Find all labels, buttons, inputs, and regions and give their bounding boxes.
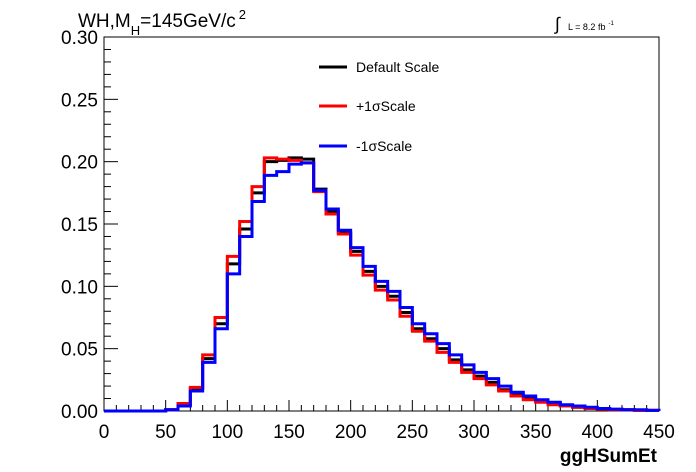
y-tick-label: 0.10: [61, 277, 98, 298]
chart-title: WH,MH=145GeV/c 2: [78, 7, 246, 38]
chart-title-sup: 2: [239, 7, 246, 22]
series-layer: [104, 156, 661, 413]
chart-title-sub: H: [131, 23, 140, 38]
x-axis-title: ggHSumEt: [560, 446, 658, 467]
series-line-2: [104, 161, 661, 413]
lumi-label: L = 8.2 fb -1: [568, 21, 614, 32]
chart-title-rest: =145GeV/c: [140, 11, 236, 32]
plot-frame: [103, 36, 660, 412]
y-tick-label: 0.20: [61, 153, 98, 174]
lumi-label-sup: -1: [608, 21, 614, 27]
y-tick-label: 0.15: [61, 215, 98, 236]
y-tick-label: 0.00: [61, 402, 98, 423]
x-tick-label: 200: [335, 422, 367, 443]
x-tick-label: 100: [211, 422, 243, 443]
integral-sign: ∫: [553, 14, 561, 34]
y-tick-label: 0.30: [61, 28, 98, 49]
y-tick-label: 0.05: [61, 340, 98, 361]
series-line-1: [104, 156, 661, 413]
x-tick-label: 350: [520, 422, 552, 443]
x-tick-label: 250: [396, 422, 428, 443]
y-tick-label: 0.25: [61, 90, 98, 111]
y-axis: 0.00 0.05 0.10 0.15 0.20 0.25 0.30: [61, 28, 118, 423]
x-axis: 0 50 100 150 200 250 300 350 400 450: [99, 400, 675, 443]
x-tick-label: 300: [458, 422, 490, 443]
legend-label-0: Default Scale: [356, 59, 439, 75]
legend-label-1: +1σScale: [356, 98, 416, 114]
x-tick-label: 0: [99, 422, 110, 443]
x-tick-label: 450: [643, 422, 675, 443]
legend: Default Scale +1σScale -1σScale: [319, 59, 439, 154]
series-line-0: [104, 156, 661, 413]
legend-label-2: -1σScale: [356, 138, 412, 154]
x-tick-label: 400: [581, 422, 613, 443]
chart-title-main: WH,M: [78, 11, 131, 32]
x-tick-label: 150: [273, 422, 305, 443]
lumi-label-text: L = 8.2 fb: [568, 22, 605, 32]
x-tick-label: 50: [155, 422, 176, 443]
